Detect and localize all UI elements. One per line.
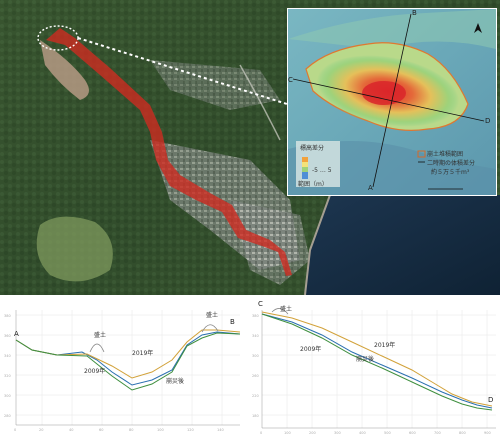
point-label-a: A [368,184,373,192]
svg-text:200: 200 [309,431,316,435]
profile-ab-start: A [14,330,19,338]
volume-line1: 二時期の体積差分 [427,160,476,167]
svg-text:280: 280 [4,414,11,418]
profile-chart-cd: 380 340 300 260 220 180 0 100 200 300 400 500 60… [252,300,498,438]
debris-flow-path [46,28,292,276]
coastline [304,194,331,295]
svg-text:100: 100 [284,431,291,435]
series-2009-line [15,331,241,386]
svg-text:260: 260 [252,374,259,378]
annotation-left: 盛土 [94,332,107,339]
svg-text:180: 180 [252,414,259,418]
point-label-c: C [288,76,293,84]
svg-text:380: 380 [4,314,11,318]
profile-chart-ab: 380 360 340 320 300 280 0 20 40 60 80 100 120 140… [2,300,242,438]
legend-2009: 2009年 [300,346,322,353]
deposit-legend-swatch [417,150,426,158]
svg-text:300: 300 [4,394,11,398]
legend-post: 崩災後 [356,356,375,363]
point-label-b: B [412,9,417,17]
svg-text:340: 340 [4,354,11,358]
legend-2019: 2019年 [374,342,396,349]
legend-post: 崩災後 [166,378,185,385]
annotation: 盛土 [280,306,293,313]
svg-text:700: 700 [434,431,441,435]
svg-text:0: 0 [260,431,262,435]
road [239,64,281,141]
north-arrow-icon [474,23,482,33]
fill-mound [271,308,289,315]
svg-text:20: 20 [39,428,43,432]
svg-text:300: 300 [334,431,341,435]
fill-mound-left [89,343,105,353]
svg-text:80: 80 [129,428,133,432]
section-line-cd [292,78,485,122]
svg-text:140: 140 [217,428,224,432]
golf-course [36,216,113,282]
svg-text:360: 360 [4,334,11,338]
profile-ab-svg: 380 360 340 320 300 280 0 20 40 60 80 100 120 140 [4,310,241,432]
svg-text:340: 340 [252,334,259,338]
svg-text:120: 120 [187,428,194,432]
profile-ab-end: B [230,318,235,326]
deposit-legend-label: 崩土堆積範囲 [427,151,464,158]
svg-text:60: 60 [99,428,103,432]
legend-scale-label: 範囲（m） [298,181,328,188]
svg-text:300: 300 [252,354,259,358]
series-post-disaster-line [15,332,241,391]
legend-2019: 2019年 [132,350,154,357]
svg-text:400: 400 [359,431,366,435]
legend-2009: 2009年 [84,368,106,375]
legend-tick-label: -5 … 5 [312,167,332,174]
svg-text:0: 0 [14,428,16,432]
series-2019-line [261,311,493,407]
svg-text:800: 800 [459,431,466,435]
inset-map [288,9,496,195]
series-2009-line [261,313,493,409]
svg-text:900: 900 [484,431,491,435]
svg-text:500: 500 [384,431,391,435]
bare-slope [40,40,89,100]
legend-title: 標高差分 [300,145,325,152]
elevation-difference-inset: A B C D 標高差分 範囲（m） -5 … 5 崩土堆積範囲 二時期の体積差… [287,8,497,196]
annotation-right: 盛土 [206,312,219,319]
volume-line2: 約５万５千m³ [431,169,470,176]
svg-text:40: 40 [69,428,73,432]
town-area-upper [150,60,280,110]
series-post-disaster-line [261,313,493,411]
svg-text:220: 220 [252,394,259,398]
svg-text:320: 320 [4,374,11,378]
fill-mound-right [201,324,219,333]
profile-cd-svg: 380 340 300 260 220 180 0 100 200 300 400 500 60… [252,308,496,435]
profile-cd-start: C [258,300,263,308]
profile-cd-end: D [488,396,494,404]
point-label-d: D [485,117,491,125]
svg-text:380: 380 [252,314,259,318]
sea-area [305,195,500,295]
leader-line [77,37,288,105]
svg-text:100: 100 [157,428,164,432]
svg-text:600: 600 [409,431,416,435]
